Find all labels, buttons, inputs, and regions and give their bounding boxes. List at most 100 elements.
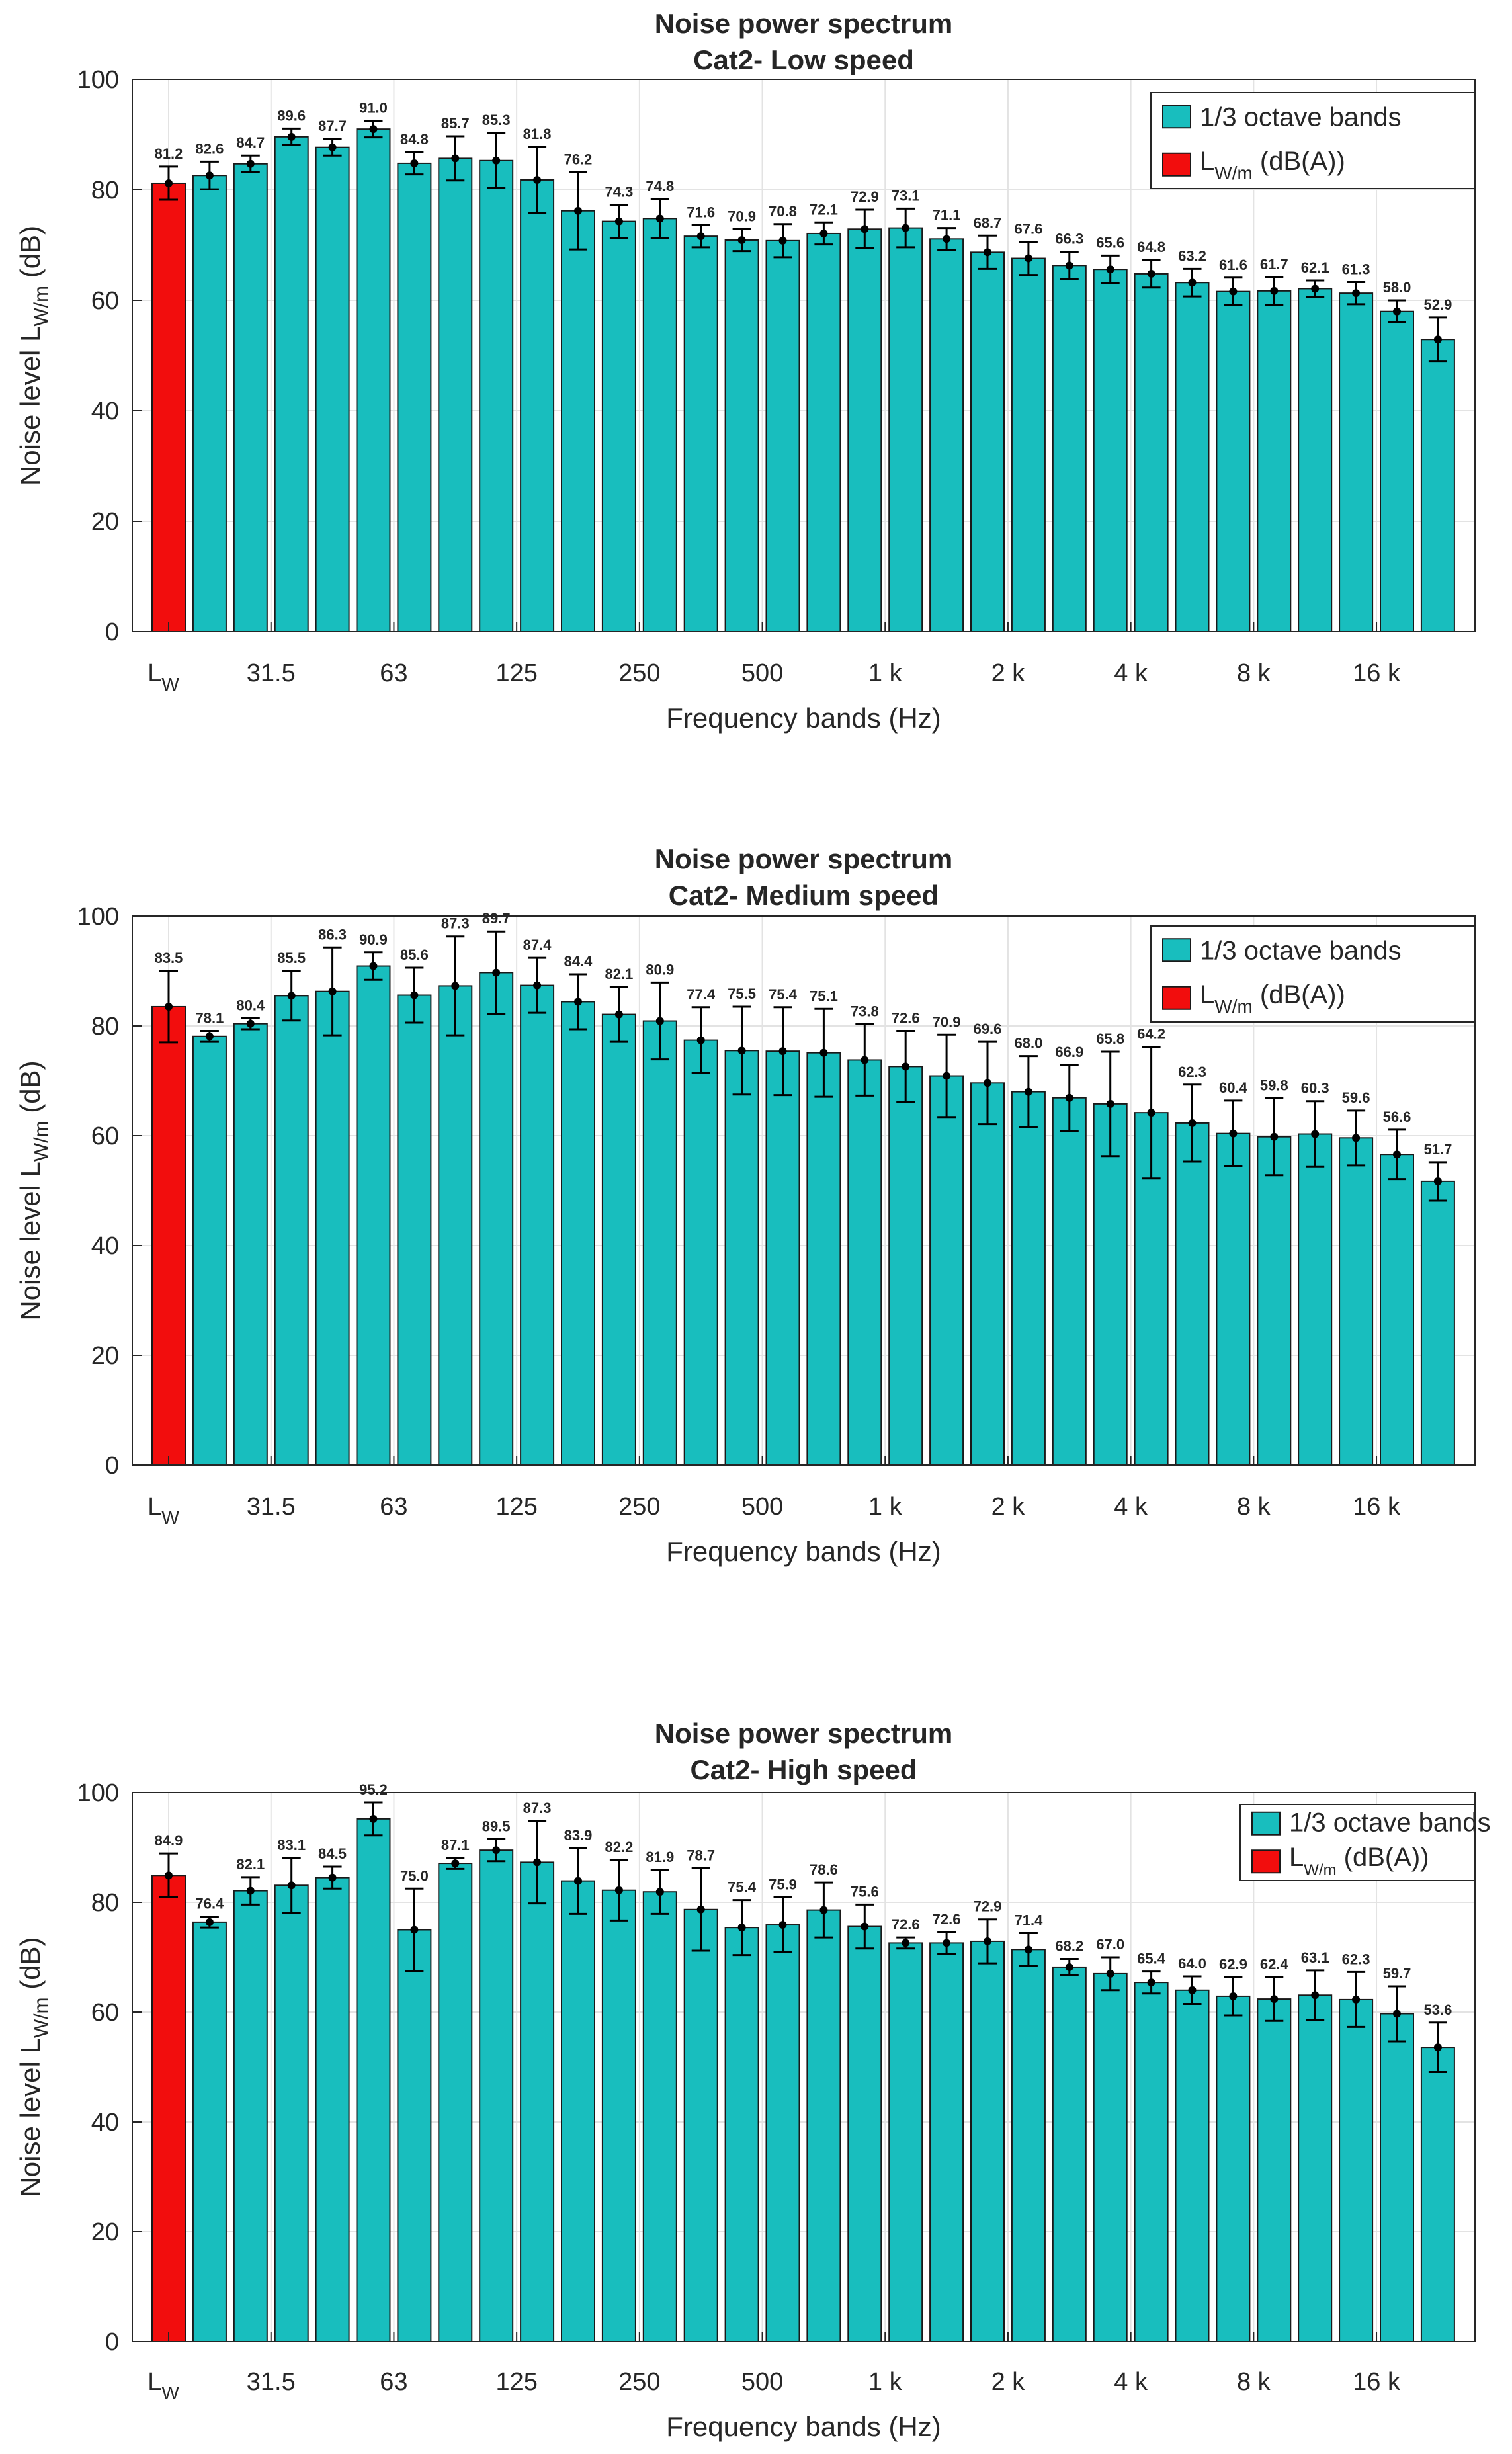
octave-bar — [1052, 1097, 1087, 1466]
value-label: 58.0 — [1383, 279, 1411, 296]
value-label: 75.4 — [728, 1879, 757, 1896]
value-label: 60.4 — [1219, 1079, 1248, 1096]
data-point — [205, 171, 214, 180]
value-label: 62.4 — [1260, 1956, 1289, 1972]
data-point — [1106, 265, 1114, 274]
octave-bar — [1339, 1998, 1374, 2342]
x-tick-label-lw: LW — [147, 2368, 179, 2403]
octave-bar — [192, 175, 227, 633]
value-label: 59.7 — [1383, 1965, 1411, 1982]
x-tick-label: 8 k — [1237, 659, 1271, 687]
octave-bar — [1257, 290, 1292, 632]
data-point — [1270, 1132, 1279, 1141]
data-point — [574, 997, 582, 1006]
value-label: 72.1 — [810, 201, 838, 218]
x-tick-label: 63 — [380, 2368, 407, 2396]
x-ticks: LW 31.5 63 125 250 500 1 k 2 k 4 k 8 k 16 k — [147, 2332, 1401, 2403]
y-tick-label: 40 — [91, 2109, 119, 2137]
octave-bar — [438, 985, 473, 1466]
octave-bar — [765, 1050, 800, 1466]
y-tick-label: 20 — [91, 2219, 119, 2246]
x-tick-label: 16 k — [1353, 659, 1401, 687]
octave-bar — [1257, 1998, 1292, 2343]
octave-bar — [847, 228, 882, 633]
octave-bar — [397, 1929, 432, 2342]
value-label: 76.4 — [195, 1896, 224, 1912]
data-point — [492, 968, 501, 977]
error-bars — [159, 1801, 1447, 2073]
data-point — [492, 156, 501, 165]
value-label: 85.5 — [277, 950, 306, 966]
data-point — [1270, 286, 1279, 295]
value-label: 83.9 — [564, 1827, 593, 1843]
octave-bar — [1216, 290, 1251, 632]
value-label: 91.0 — [359, 100, 388, 116]
octave-bar — [1257, 1136, 1292, 1466]
value-label: 78.6 — [810, 1861, 838, 1878]
octave-bar — [642, 218, 677, 633]
data-point — [205, 1918, 214, 1926]
axes-box — [132, 79, 1476, 632]
octave-bar — [479, 1849, 514, 2342]
legend-swatch-octave — [1162, 105, 1191, 129]
data-point — [1311, 1130, 1320, 1138]
data-point — [1188, 1119, 1197, 1127]
data-point — [696, 1905, 705, 1914]
octave-bar — [1216, 1995, 1251, 2342]
data-point — [1311, 284, 1320, 293]
data-point — [902, 224, 910, 232]
x-tick-label: 1 k — [868, 2368, 903, 2396]
data-point — [778, 1047, 787, 1056]
value-label: 74.3 — [605, 184, 633, 200]
octave-bar — [1380, 1154, 1414, 1466]
data-point — [328, 987, 337, 995]
data-point — [1024, 1087, 1032, 1096]
value-label: 64.2 — [1137, 1026, 1165, 1042]
x-tick-label-lw: LW — [147, 1493, 179, 1528]
x-axis-label: Frequency bands (Hz) — [666, 702, 941, 734]
octave-bar — [1420, 1180, 1455, 1466]
chart-subtitle: Cat2- Low speed — [693, 44, 914, 75]
x-axis-label: Frequency bands (Hz) — [666, 2411, 941, 2442]
data-point — [655, 1017, 664, 1025]
data-point — [1352, 289, 1361, 298]
data-point — [1352, 1134, 1361, 1142]
data-point — [1393, 2010, 1401, 2018]
bars — [151, 1818, 1455, 2343]
data-point — [410, 1925, 419, 1934]
data-point — [1393, 307, 1401, 316]
value-label: 84.7 — [236, 134, 265, 151]
value-label: 73.1 — [892, 187, 920, 204]
value-label: 89.5 — [482, 1818, 511, 1835]
data-point — [737, 1046, 746, 1055]
legend-box — [1150, 925, 1476, 1023]
data-point — [574, 1877, 582, 1885]
data-point — [1188, 278, 1197, 287]
data-point — [1147, 269, 1155, 278]
x-tick-label: 8 k — [1237, 1493, 1271, 1521]
y-tick-label: 0 — [105, 2328, 119, 2356]
data-point — [1433, 1177, 1442, 1185]
data-point — [861, 225, 869, 233]
value-label: 70.9 — [933, 1013, 961, 1030]
value-label: 70.8 — [769, 203, 797, 220]
value-label: 87.7 — [318, 118, 347, 134]
value-label: 61.6 — [1219, 257, 1247, 273]
x-tick-label: 250 — [618, 659, 660, 687]
value-label: 65.4 — [1137, 1951, 1166, 1967]
octave-bar — [601, 1013, 636, 1466]
data-point — [533, 175, 542, 184]
data-point — [328, 143, 337, 151]
x-tick-label: 31.5 — [247, 659, 296, 687]
data-point — [1065, 1963, 1073, 1971]
value-label: 67.0 — [1096, 1936, 1124, 1953]
octave-bar — [479, 159, 514, 632]
y-axis-label: Noise level LW/m (dB) — [15, 226, 52, 486]
data-point — [943, 1939, 951, 1947]
octave-bar — [1380, 310, 1414, 632]
octave-bar — [1216, 1132, 1251, 1466]
x-tick-label: 500 — [741, 1493, 783, 1521]
value-label: 62.1 — [1301, 259, 1329, 276]
octave-bar — [1134, 273, 1169, 633]
x-tick-label: 1 k — [868, 659, 903, 687]
